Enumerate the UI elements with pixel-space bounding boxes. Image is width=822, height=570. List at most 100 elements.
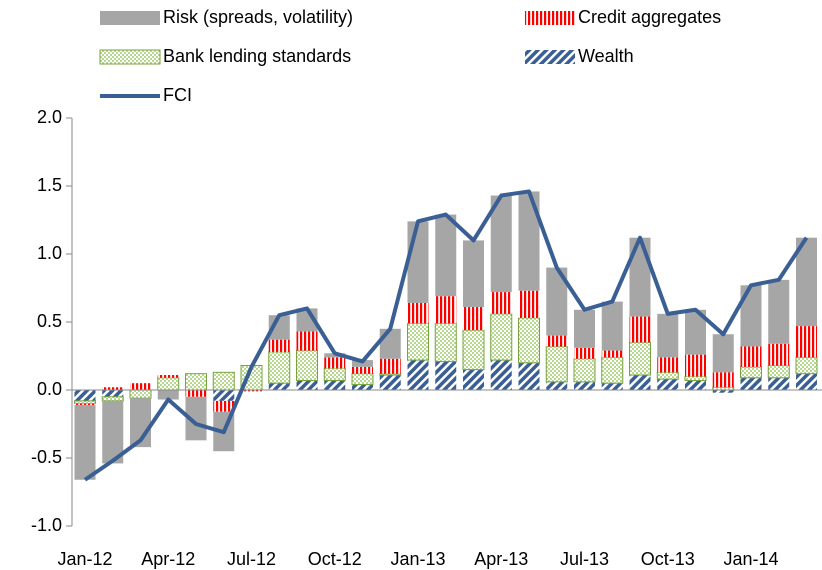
bar-segment xyxy=(796,373,817,390)
bar-segment xyxy=(712,390,734,393)
bar-segment xyxy=(685,354,706,377)
x-tick-label: Jan-12 xyxy=(57,549,112,569)
bar-segment xyxy=(157,375,179,378)
bar-segment xyxy=(657,313,679,358)
bar-segment xyxy=(185,396,207,441)
bar-segment xyxy=(157,377,180,391)
bar-segment xyxy=(407,302,429,324)
bar-segment xyxy=(324,357,346,369)
y-tick-label: 1.0 xyxy=(37,243,62,263)
bar-segment xyxy=(296,380,318,390)
bar-segment xyxy=(74,404,96,480)
bar-segment xyxy=(573,358,596,383)
bar-segment xyxy=(656,371,679,380)
bar-segment xyxy=(74,403,96,405)
bar-segment xyxy=(795,356,818,375)
bar-segment xyxy=(546,381,568,390)
bar-segment xyxy=(241,390,262,392)
bar-segment xyxy=(518,290,540,318)
bar-segment xyxy=(518,362,540,390)
legend-swatch xyxy=(100,11,160,25)
bar-segment xyxy=(490,360,512,390)
legend-swatch xyxy=(525,11,575,25)
bar-segment xyxy=(740,377,762,390)
x-tick-label: Jul-13 xyxy=(560,549,609,569)
bar-segment xyxy=(545,345,568,383)
bar-segment xyxy=(601,301,623,351)
x-tick-label: Apr-13 xyxy=(474,549,528,569)
bar-segment xyxy=(101,396,124,402)
bar-segment xyxy=(546,335,568,347)
legend-label: FCI xyxy=(163,85,192,105)
y-tick-label: 1.5 xyxy=(37,175,62,195)
bar-segment xyxy=(574,347,595,359)
bar-segment xyxy=(657,357,679,373)
y-tick-label: 0.5 xyxy=(37,311,62,331)
bar-segment xyxy=(74,390,96,401)
bar-segment xyxy=(629,341,651,376)
legend-label: Credit aggregates xyxy=(578,7,721,27)
bar-segment xyxy=(102,387,124,390)
bar-segment xyxy=(435,214,457,297)
x-tick-label: Oct-13 xyxy=(641,549,695,569)
bar-segment xyxy=(490,313,513,361)
y-tick-label: 0.0 xyxy=(37,379,62,399)
bar-segment xyxy=(490,195,512,293)
x-tick-label: Jan-14 xyxy=(723,549,778,569)
bar-segment xyxy=(546,267,568,336)
bar-segment xyxy=(796,326,817,358)
x-tick-label: Oct-12 xyxy=(308,549,362,569)
bar-segment xyxy=(74,400,96,405)
bar-segment xyxy=(434,322,457,362)
bar-segment xyxy=(268,351,291,384)
bar-segment xyxy=(685,309,706,355)
legend-swatch xyxy=(525,50,575,64)
bar-segment xyxy=(379,358,401,374)
bar-segment xyxy=(379,328,401,359)
bar-segment xyxy=(601,356,624,384)
bar-segment xyxy=(129,389,152,399)
bar-segment xyxy=(296,331,318,351)
bar-segment xyxy=(102,400,124,464)
bar-segment xyxy=(767,365,790,379)
fci-line xyxy=(83,189,809,482)
bar-segment xyxy=(712,334,734,373)
bar-segment xyxy=(351,373,374,386)
bar-segment xyxy=(601,383,623,390)
bar-segment xyxy=(379,375,401,390)
bar-segment xyxy=(130,383,151,390)
bar-segment xyxy=(601,350,623,358)
bar-segment xyxy=(463,240,484,308)
bar-segment xyxy=(574,381,595,390)
bar-segment xyxy=(185,373,207,391)
bar-segment xyxy=(712,372,734,388)
bar-segment xyxy=(102,390,124,397)
bar-segment xyxy=(213,390,235,401)
bar-segment xyxy=(407,221,429,303)
bar-segment xyxy=(685,380,706,390)
bar-segment xyxy=(518,317,540,364)
bar-segment xyxy=(324,380,346,390)
bar-segment xyxy=(463,307,484,331)
bar-segment xyxy=(768,343,790,366)
bar-segment xyxy=(212,371,235,391)
bar-segment xyxy=(796,237,817,327)
bar-segment xyxy=(185,390,207,397)
bar-segment xyxy=(518,191,540,291)
bar-segment xyxy=(740,285,762,347)
bar-segment xyxy=(213,400,235,412)
bar-segment xyxy=(296,350,318,381)
bar-segment xyxy=(435,296,457,324)
legend-label: Bank lending standards xyxy=(163,46,351,66)
bar-segment xyxy=(352,384,373,390)
bar-segment xyxy=(463,369,484,390)
y-tick-label: -1.0 xyxy=(31,515,62,535)
bar-segment xyxy=(684,375,707,381)
bar-segment xyxy=(323,367,346,381)
bar-segment xyxy=(629,237,651,317)
bar-segment xyxy=(740,366,762,379)
x-tick-label: Jul-12 xyxy=(227,549,276,569)
bar-segment xyxy=(574,309,595,348)
x-tick-label: Jan-13 xyxy=(390,549,445,569)
